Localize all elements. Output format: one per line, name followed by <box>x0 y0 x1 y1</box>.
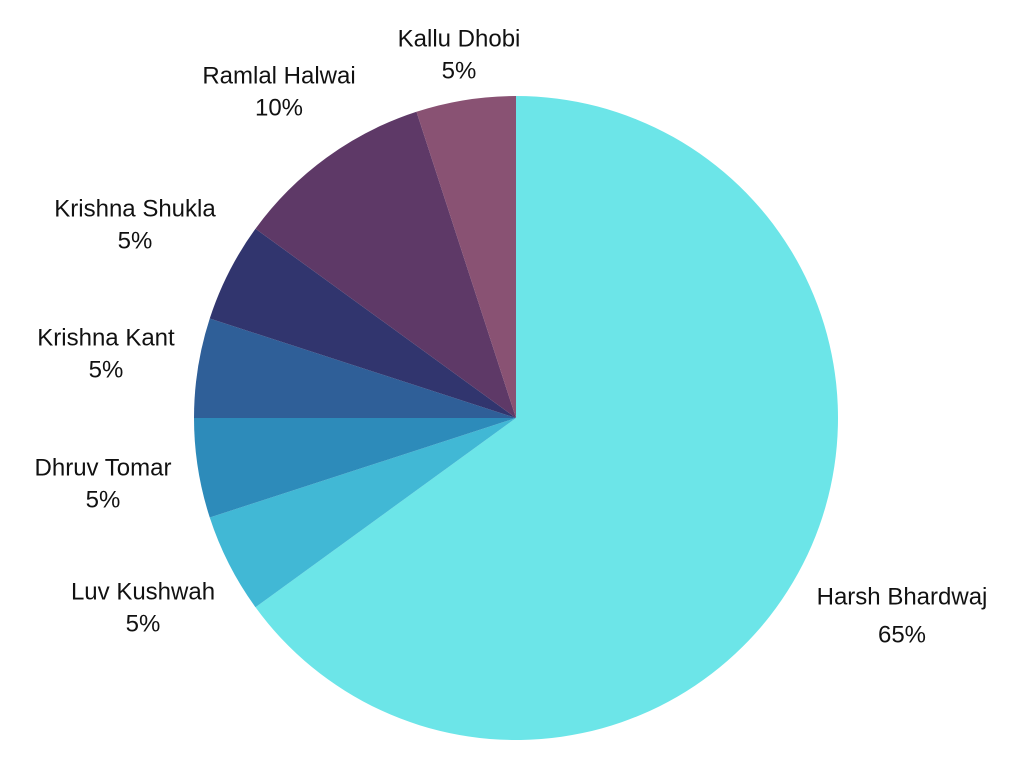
slice-name-label: Luv Kushwah <box>71 578 215 605</box>
slice-percent-label: 65% <box>878 621 926 648</box>
pie-slice-luv-kushwah <box>209 418 516 608</box>
pie-slice-krishna-kant <box>194 318 516 418</box>
slice-name-label: Harsh Bhardwaj <box>817 583 988 610</box>
pie-labels: Harsh Bhardwaj 65% Luv Kushwah 5% Dhruv Toma… <box>35 25 988 648</box>
pie-slice-krishna-shukla <box>209 228 516 418</box>
pie-slices <box>194 96 839 740</box>
slice-percent-label: 5% <box>126 610 161 637</box>
slice-percent-label: 5% <box>118 227 153 254</box>
slice-name-label: Dhruv Tomar <box>35 454 172 481</box>
pie-slice-harsh-bhardwaj <box>255 96 839 740</box>
slice-name-label: Krishna Shukla <box>54 195 216 222</box>
slice-name-label: Ramlal Halwai <box>202 62 355 89</box>
slice-name-label: Krishna Kant <box>37 324 175 351</box>
slice-percent-label: 5% <box>89 356 124 383</box>
slice-percent-label: 5% <box>442 57 477 84</box>
pie-slice-ramlal-halwai <box>255 111 516 418</box>
pie-slice-kallu-dhobi <box>416 96 516 418</box>
slice-percent-label: 10% <box>255 94 303 121</box>
slice-percent-label: 5% <box>86 486 121 513</box>
pie-slice-dhruv-tomar <box>194 418 516 518</box>
slice-name-label: Kallu Dhobi <box>398 25 521 52</box>
